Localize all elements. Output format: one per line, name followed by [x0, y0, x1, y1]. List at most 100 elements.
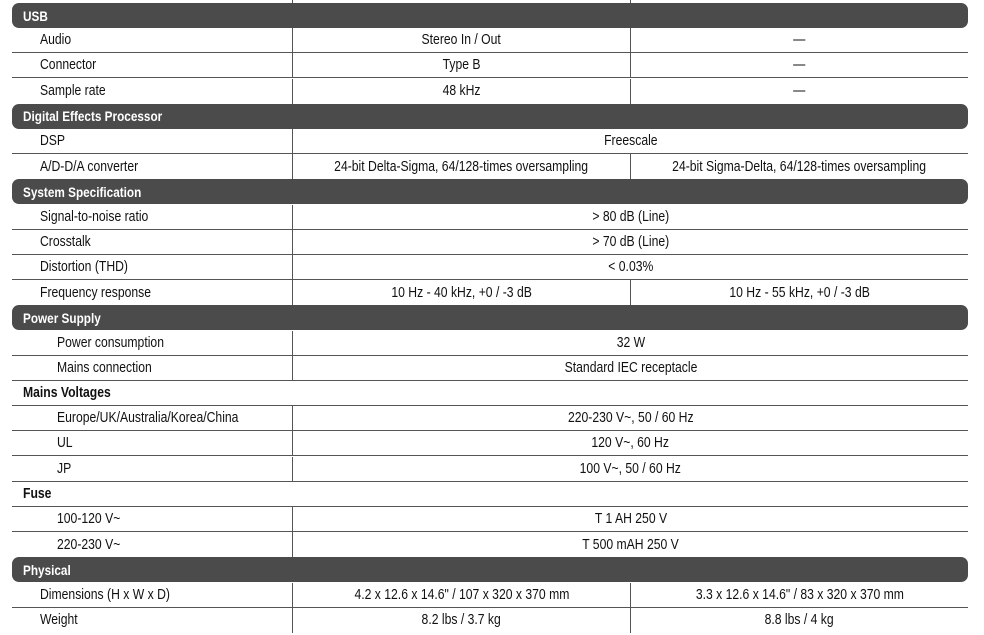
spec-label: Mains connection: [12, 356, 292, 380]
spec-value-model-1-text: 48 kHz: [442, 83, 481, 100]
spec-value-text: > 70 dB (Line): [592, 233, 669, 250]
spec-value-text: Freescale: [603, 133, 658, 149]
subsection-row: Fuse: [12, 482, 968, 507]
spec-value-model-2: 8.8 lbs / 4 kg: [630, 607, 968, 633]
spec-value-model-2: —: [630, 78, 968, 104]
spec-row: UL 120 V~, 60 Hz: [12, 431, 968, 457]
section-header: Power Supply: [12, 305, 968, 331]
spec-label: Connector: [12, 53, 292, 77]
spec-value-model-1-text: 4.2 x 12.6 x 14.6" / 107 x 320 x 370 mm: [354, 586, 569, 603]
spec-label-text: Distortion (THD): [40, 259, 128, 275]
spec-row: Signal-to-noise ratio > 80 dB (Line): [12, 204, 968, 230]
spec-value: > 70 dB (Line): [292, 229, 968, 254]
column-divider: [630, 0, 632, 4]
spec-label: Weight: [12, 608, 292, 633]
spec-label: Audio: [12, 28, 292, 52]
section-title: USB: [12, 3, 292, 28]
subsection-title-text: Fuse: [23, 485, 52, 502]
section-title: Power Supply: [12, 305, 292, 330]
spec-label-text: Mains connection: [57, 359, 152, 376]
spec-value: 100 V~, 50 / 60 Hz: [292, 456, 968, 481]
spec-label: Power consumption: [12, 331, 292, 355]
spec-value-model-2-text: 10 Hz - 55 kHz, +0 / -3 dB: [729, 284, 870, 301]
spec-value-model-2-text: 3.3 x 12.6 x 14.6" / 83 x 320 x 370 mm: [695, 586, 904, 603]
spec-value: T 500 mAH 250 V: [292, 532, 968, 558]
spec-row: Power consumption 32 W: [12, 330, 968, 356]
spec-label-text: 220-230 V~: [57, 536, 121, 553]
spec-value: Freescale: [292, 129, 968, 153]
section-title: System Specification: [12, 179, 292, 204]
spec-value-model-1: Type B: [292, 53, 630, 78]
spec-label: Distortion (THD): [12, 255, 292, 279]
spec-row: Frequency response 10 Hz - 40 kHz, +0 / -…: [12, 280, 968, 306]
subsection-row: Mains Voltages: [12, 381, 968, 406]
spec-value-model-1-text: 24-bit Delta-Sigma, 64/128-times oversam…: [334, 158, 589, 175]
section-header: USB: [12, 3, 968, 28]
section-title: Physical: [12, 557, 292, 582]
spec-value-model-1: 8.2 lbs / 3.7 kg: [292, 607, 630, 633]
spec-label-text: Dimensions (H x W x D): [40, 586, 170, 603]
spec-value-model-1: 4.2 x 12.6 x 14.6" / 107 x 320 x 370 mm: [292, 582, 630, 607]
spec-value-model-1: 24-bit Delta-Sigma, 64/128-times oversam…: [292, 154, 630, 180]
spec-label-text: Europe/UK/Australia/Korea/China: [57, 410, 239, 427]
spec-label: 100-120 V~: [12, 507, 292, 531]
spec-label-text: Weight: [40, 612, 78, 629]
spec-label: Europe/UK/Australia/Korea/China: [12, 406, 292, 430]
section-title-text: USB: [23, 7, 48, 24]
spec-label: Sample rate: [12, 79, 292, 104]
spec-label: Signal-to-noise ratio: [12, 205, 292, 229]
spec-label-text: A/D-D/A converter: [40, 158, 139, 175]
column-divider: [292, 0, 294, 4]
spec-row: Distortion (THD) < 0.03%: [12, 255, 968, 280]
spec-label-text: UL: [57, 435, 73, 452]
section-header: System Specification: [12, 179, 968, 205]
spec-value-text: T 500 mAH 250 V: [582, 536, 679, 553]
spec-row: Connector Type B —: [12, 53, 968, 79]
spec-value-model-2: 10 Hz - 55 kHz, +0 / -3 dB: [630, 280, 968, 306]
subsection-title: Mains Voltages: [12, 381, 292, 405]
spec-value: > 80 dB (Line): [292, 204, 968, 229]
spec-label: DSP: [12, 129, 292, 153]
spec-row: JP 100 V~, 50 / 60 Hz: [12, 456, 968, 482]
spec-value-model-2-text: —: [793, 57, 806, 74]
spec-value: 120 V~, 60 Hz: [292, 431, 968, 456]
spec-value-text: 100 V~, 50 / 60 Hz: [579, 460, 682, 477]
spec-value-text: 120 V~, 60 Hz: [591, 435, 670, 452]
spec-label-text: Signal-to-noise ratio: [40, 208, 149, 225]
spec-value: T 1 AH 250 V: [292, 507, 968, 531]
spec-value-model-1-text: Type B: [442, 57, 481, 74]
section-title-text: Digital Effects Processor: [23, 108, 163, 125]
section-title-text: System Specification: [23, 183, 142, 200]
spec-row: DSP Freescale: [12, 129, 968, 154]
spec-row: 100-120 V~ T 1 AH 250 V: [12, 507, 968, 532]
spec-row: Audio Stereo In / Out —: [12, 28, 968, 54]
spec-value-model-2-text: 24-bit Sigma-Delta, 64/128-times oversam…: [672, 158, 927, 175]
subsection-title-text: Mains Voltages: [23, 385, 111, 401]
spec-value-model-2: 24-bit Sigma-Delta, 64/128-times oversam…: [630, 154, 968, 180]
spec-value-model-2-text: 8.8 lbs / 4 kg: [764, 612, 835, 629]
section-header: Physical: [12, 557, 968, 583]
spec-value-model-2-text: —: [793, 83, 806, 100]
spec-label: Frequency response: [12, 280, 292, 305]
spec-value-model-2-text: —: [793, 32, 806, 49]
spec-value: < 0.03%: [292, 255, 968, 279]
spec-row: Weight 8.2 lbs / 3.7 kg 8.8 lbs / 4 kg: [12, 607, 968, 633]
spec-label: JP: [12, 457, 292, 481]
spec-value-model-1-text: Stereo In / Out: [421, 32, 502, 49]
spec-row: Mains connection Standard IEC receptacle: [12, 355, 968, 381]
spec-row: A/D-D/A converter 24-bit Delta-Sigma, 64/…: [12, 154, 968, 180]
subsection-title: Fuse: [12, 482, 292, 506]
spec-value-model-1-text: 8.2 lbs / 3.7 kg: [421, 612, 502, 629]
spec-value-text: > 80 dB (Line): [592, 208, 669, 225]
section-header: Digital Effects Processor: [12, 103, 968, 129]
spec-label: Dimensions (H x W x D): [12, 583, 292, 607]
spec-value: 32 W: [292, 330, 968, 355]
spec-value-model-1: 48 kHz: [292, 78, 630, 104]
section-title-text: Power Supply: [23, 309, 101, 326]
spec-value: Standard IEC receptacle: [292, 355, 968, 380]
spec-label: UL: [12, 431, 292, 455]
section-title: Digital Effects Processor: [12, 104, 292, 129]
spec-value-text: T 1 AH 250 V: [594, 511, 667, 527]
spec-label-text: Connector: [40, 57, 97, 74]
spec-value-model-2: —: [630, 28, 968, 53]
